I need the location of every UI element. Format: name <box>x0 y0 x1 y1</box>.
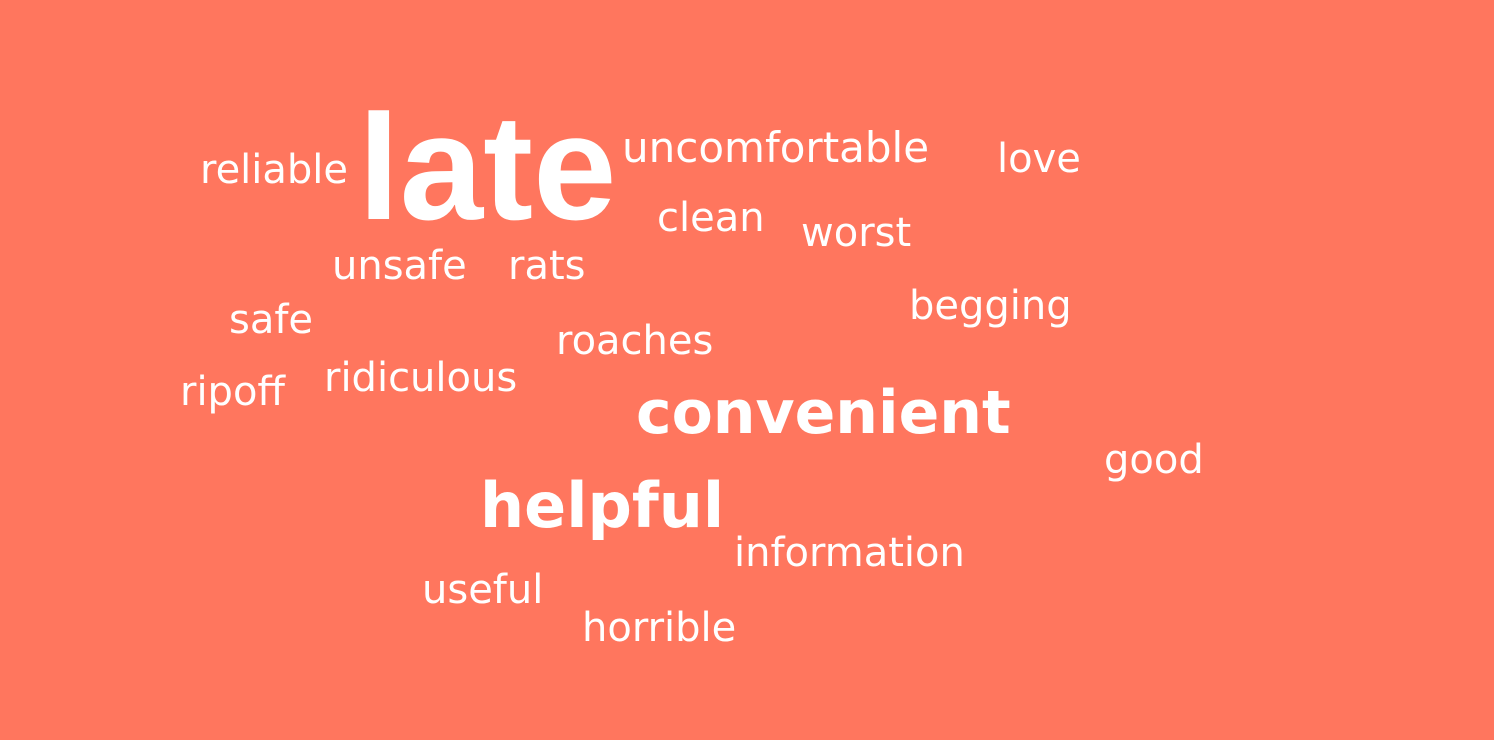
word-reliable: reliable <box>200 147 349 193</box>
word-good: good <box>1104 437 1204 483</box>
word-helpful: helpful <box>480 469 725 542</box>
word-horrible: horrible <box>582 605 737 651</box>
word-safe: safe <box>229 297 314 343</box>
word-begging: begging <box>909 283 1072 329</box>
word-unsafe: unsafe <box>332 243 467 289</box>
word-clean: clean <box>657 195 765 241</box>
word-uncomfortable: uncomfortable <box>622 123 930 172</box>
word-ripoff: ripoff <box>180 369 285 415</box>
word-late: late <box>358 83 617 251</box>
word-information: information <box>734 530 965 576</box>
word-convenient: convenient <box>636 378 1011 448</box>
word-roaches: roaches <box>556 318 714 364</box>
word-useful: useful <box>422 567 544 613</box>
word-rats: rats <box>508 243 586 289</box>
word-love: love <box>997 136 1081 182</box>
word-worst: worst <box>801 210 912 256</box>
word-ridiculous: ridiculous <box>324 355 518 401</box>
